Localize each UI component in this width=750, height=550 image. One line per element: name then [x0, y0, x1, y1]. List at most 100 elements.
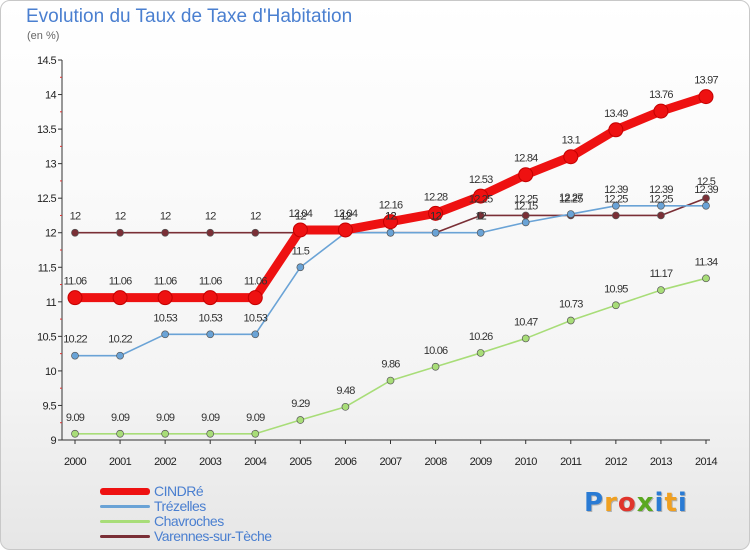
data-point: [476, 211, 485, 220]
data-point: [296, 263, 305, 272]
y-tick-label: 13: [45, 159, 57, 171]
data-label: 13.97: [694, 75, 718, 87]
data-point: [657, 286, 665, 294]
data-point: [657, 201, 665, 210]
data-point: [383, 214, 398, 230]
logo-letter: t: [664, 488, 678, 518]
data-point: [116, 429, 124, 438]
x-tick-label: 2001: [109, 456, 132, 468]
legend-swatch: [100, 488, 150, 495]
data-label: 10.22: [108, 334, 132, 346]
y-tick-label: 12: [45, 228, 57, 240]
data-label: 12.25: [649, 193, 673, 205]
data-label: 12.53: [469, 174, 493, 186]
data-point: [161, 429, 169, 438]
data-point: [428, 205, 444, 221]
data-point: [521, 218, 530, 227]
data-label: 12: [70, 211, 81, 223]
data-label: 11.06: [244, 276, 267, 288]
logo-letter: i: [654, 488, 665, 518]
data-label: 12: [385, 211, 396, 223]
y-tick-label: 12.5: [37, 193, 56, 205]
data-point: [247, 290, 263, 306]
y-tick-label: 9: [50, 435, 56, 447]
data-label: 11.34: [695, 256, 718, 268]
data-point: [608, 122, 624, 138]
data-point: [473, 188, 489, 204]
data-label: 10.53: [153, 312, 177, 324]
data-label: 9.09: [201, 412, 220, 424]
y-tick-label: 10: [45, 366, 57, 378]
logo-letter: P: [584, 488, 605, 518]
x-tick-label: 2009: [470, 456, 493, 468]
data-label: 11.06: [64, 276, 87, 288]
y-tick-label: 11.5: [38, 262, 57, 274]
data-label: 13.49: [604, 108, 628, 120]
x-tick-label: 2002: [154, 456, 177, 468]
data-point: [431, 228, 440, 237]
data-point: [563, 149, 579, 165]
legend-label: Chavroches: [154, 513, 224, 529]
data-label: 12: [250, 211, 261, 223]
data-point: [161, 228, 169, 237]
data-label: 12.15: [514, 200, 538, 212]
x-tick-label: 2006: [334, 456, 357, 468]
data-point: [702, 201, 710, 210]
data-label: 9.09: [66, 412, 85, 424]
data-label: 10.06: [424, 345, 448, 357]
logo-letter: i: [677, 488, 688, 518]
data-label: 9.29: [291, 398, 310, 410]
data-label: 12: [295, 211, 306, 223]
y-tick-label: 9.5: [43, 400, 57, 412]
data-label: 12.04: [289, 208, 313, 220]
data-label: 12: [115, 211, 126, 223]
data-label: 10.73: [559, 298, 583, 310]
data-label: 9.09: [111, 412, 130, 424]
data-point: [296, 416, 305, 424]
data-point: [612, 211, 620, 220]
x-tick-label: 2010: [515, 456, 538, 468]
data-point: [206, 330, 215, 339]
data-point: [71, 351, 79, 360]
data-label: 12: [385, 211, 396, 223]
data-point: [116, 351, 124, 360]
data-label: 10.47: [514, 316, 538, 328]
data-point: [612, 201, 620, 210]
data-label: 12: [160, 211, 171, 223]
data-point: [251, 330, 260, 339]
x-tick-label: 2007: [379, 456, 402, 468]
data-label: 12.16: [379, 200, 403, 212]
data-label: 12: [340, 211, 351, 223]
data-label: 11.17: [650, 268, 673, 280]
logo-letter: o: [617, 488, 637, 518]
data-label: 12: [430, 211, 441, 223]
data-label: 9.09: [156, 412, 175, 424]
legend-swatch: [100, 520, 150, 523]
data-point: [206, 228, 215, 237]
x-tick-label: 2003: [199, 456, 222, 468]
data-label: 11.06: [199, 276, 222, 288]
data-point: [292, 222, 308, 238]
data-label: 10.95: [604, 283, 628, 295]
x-tick-label: 2008: [425, 456, 448, 468]
data-point: [71, 429, 79, 438]
data-label: 12.27: [559, 192, 583, 204]
x-tick-label: 2005: [289, 456, 312, 468]
x-tick-label: 2011: [560, 456, 582, 468]
data-point: [161, 330, 169, 339]
data-point: [431, 362, 440, 371]
data-point: [251, 429, 260, 438]
x-tick-label: 2000: [64, 456, 87, 468]
data-point: [657, 211, 665, 220]
data-label: 12.5: [697, 176, 716, 188]
data-label: 9.86: [381, 359, 400, 371]
data-label: 12.25: [604, 193, 628, 205]
data-label: 11.5: [292, 245, 310, 257]
data-label: 12: [205, 211, 216, 223]
y-tick-label: 14.5: [37, 55, 56, 67]
legend-swatch: [100, 535, 150, 538]
data-point: [251, 228, 260, 237]
data-point: [386, 228, 395, 237]
data-point: [71, 228, 79, 237]
